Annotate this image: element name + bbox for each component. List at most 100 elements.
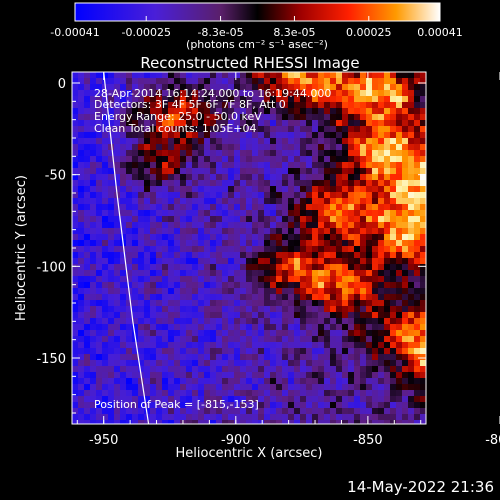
heatmap-cell [132,96,139,103]
heatmap-cell [384,330,391,337]
annotation-energy-range: Energy Range: 25.0 - 50.0 keV [94,110,262,123]
heatmap-cell [402,96,409,103]
heatmap-cell [96,390,103,397]
heatmap-cell [354,78,361,85]
heatmap-cell [90,336,97,343]
heatmap-cell [234,306,241,313]
heatmap-cell [156,156,163,163]
heatmap-cell [156,372,163,379]
heatmap-cell [216,390,223,397]
heatmap-cell [246,78,253,85]
heatmap-cell [252,318,259,325]
heatmap-cell [258,270,265,277]
heatmap-cell [258,306,265,313]
heatmap-cell [384,402,391,409]
heatmap-cell [210,114,217,121]
heatmap-cell [384,318,391,325]
heatmap-cell [348,120,355,127]
heatmap-cell [366,402,373,409]
heatmap-cell [294,330,301,337]
heatmap-cell [366,168,373,175]
heatmap-cell [390,420,397,424]
heatmap-cell [318,120,325,127]
heatmap-cell [312,276,319,283]
heatmap-cell [414,336,421,343]
heatmap-cell [342,228,349,235]
heatmap-cell [228,96,235,103]
heatmap-cell [114,96,121,103]
heatmap-cell [150,306,157,313]
heatmap-cell [222,300,229,307]
heatmap-cell [354,240,361,247]
heatmap-cell [300,294,307,301]
heatmap-cell [264,240,271,247]
heatmap-cell [126,78,133,85]
heatmap-cell [78,156,85,163]
heatmap-cell [192,294,199,301]
heatmap-cell [252,402,259,409]
heatmap-cell [186,414,193,421]
heatmap-cell [222,180,229,187]
heatmap-cell [276,234,283,241]
heatmap-cell [90,288,97,295]
heatmap-cell [336,390,343,397]
heatmap-cell [198,336,205,343]
heatmap-cell [78,342,85,349]
heatmap-cell [300,270,307,277]
heatmap-cell [396,108,403,115]
heatmap-cell [96,366,103,373]
heatmap-cell [204,102,211,109]
heatmap-cell [132,366,139,373]
heatmap-cell [150,228,157,235]
heatmap-cell [204,414,211,421]
heatmap-cell [270,228,277,235]
heatmap-cell [252,306,259,313]
heatmap-cell [186,318,193,325]
heatmap-cell [354,324,361,331]
heatmap-cell [408,402,415,409]
heatmap-cell [354,366,361,373]
heatmap-cell [234,144,241,151]
heatmap-cell [336,210,343,217]
heatmap-cell [204,282,211,289]
heatmap-cell [132,306,139,313]
heatmap-cell [186,270,193,277]
heatmap-cell [72,420,79,424]
heatmap-cell [144,186,151,193]
heatmap-cell [192,270,199,277]
heatmap-cell [288,414,295,421]
heatmap-cell [306,390,313,397]
heatmap-cell [402,336,409,343]
heatmap-cell [354,246,361,253]
heatmap-cell [354,234,361,241]
heatmap-cell [114,312,121,319]
heatmap-cell [84,222,91,229]
heatmap-cell [408,336,415,343]
heatmap-cell [84,402,91,409]
heatmap-cell [288,378,295,385]
heatmap-cell [360,246,367,253]
heatmap-cell [270,126,277,133]
heatmap-cell [288,204,295,211]
heatmap-cell [330,156,337,163]
heatmap-cell [396,390,403,397]
heatmap-cell [102,162,109,169]
heatmap-cell [294,90,301,97]
heatmap-cell [138,312,145,319]
heatmap-cell [378,288,385,295]
heatmap-cell [294,318,301,325]
heatmap-cell [186,120,193,127]
heatmap-cell [96,156,103,163]
heatmap-cell [306,204,313,211]
heatmap-cell [186,126,193,133]
heatmap-cell [156,324,163,331]
heatmap-cell [252,252,259,259]
heatmap-cell [228,348,235,355]
heatmap-cell [186,252,193,259]
heatmap-cell [204,120,211,127]
heatmap-cell [294,156,301,163]
heatmap-cell [180,162,187,169]
heatmap-cell [294,348,301,355]
heatmap-cell [150,414,157,421]
heatmap-cell [102,150,109,157]
